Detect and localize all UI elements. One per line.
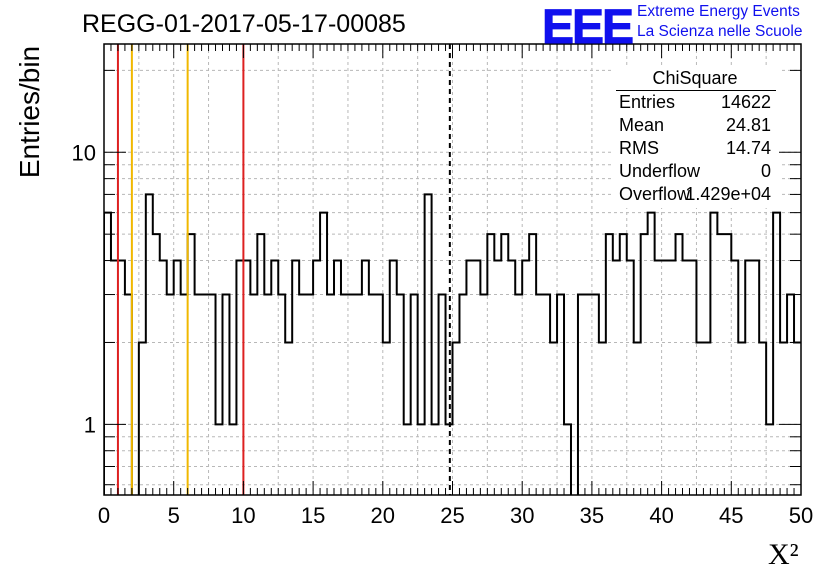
stats-value: 24.81 [725, 115, 771, 135]
x-axis-label: X² [768, 538, 799, 571]
brand-line-1: Extreme Energy Events [637, 3, 800, 20]
x-tick-label: 30 [510, 503, 534, 528]
stats-row-underflow: Underflow 0 [619, 161, 771, 183]
stats-value: 14.74 [725, 138, 771, 158]
stats-key: RMS [619, 138, 659, 158]
stats-row-mean: Mean 24.81 [619, 115, 771, 137]
stats-key: Entries [619, 92, 676, 112]
stats-value: 1.429e+04 [685, 184, 771, 204]
x-tick-label: 0 [98, 503, 110, 528]
y-tick-label: 10 [72, 140, 96, 165]
x-tick-label: 25 [440, 503, 464, 528]
stats-row-entries: Entries 14622 [619, 92, 771, 114]
histogram-series [104, 193, 801, 495]
y-tick-label: 1 [84, 412, 96, 437]
x-tick-label: 50 [789, 503, 813, 528]
x-tick-label: 10 [231, 503, 255, 528]
x-tick-label: 15 [301, 503, 325, 528]
brand-line-2: La Scienza nelle Scuole [637, 23, 803, 40]
chart-title: REGG-01-2017-05-17-00085 [82, 10, 406, 38]
stats-value: 14622 [720, 92, 771, 112]
stats-divider [616, 90, 776, 91]
x-tick-label: 35 [580, 503, 604, 528]
x-tick-label: 40 [649, 503, 673, 528]
x-tick-label: 20 [371, 503, 395, 528]
stats-row-overflow: Overflow 1.429e+04 [619, 184, 771, 206]
eee-logo: EEE [541, 1, 634, 55]
x-tick-label: 45 [719, 503, 743, 528]
stats-key: Underflow [619, 161, 701, 181]
stats-row-rms: RMS 14.74 [619, 138, 771, 160]
x-tick-label: 5 [168, 503, 180, 528]
stats-value: 0 [760, 161, 771, 181]
stats-key: Overflow [619, 184, 691, 204]
y-axis-label: Entries/bin [14, 45, 45, 179]
stats-title: ChiSquare [652, 68, 738, 88]
stats-key: Mean [619, 115, 665, 135]
stats-box: ChiSquare Entries 14622 Mean 24.81 RMS 1… [611, 68, 779, 208]
stats-box-bg [611, 68, 779, 208]
